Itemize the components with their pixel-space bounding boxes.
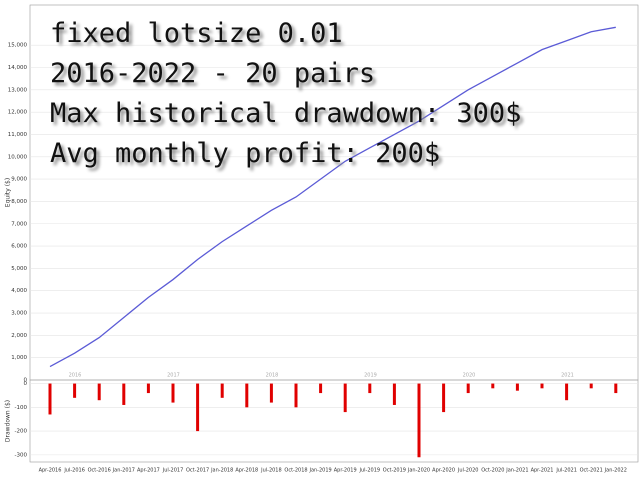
annotation: Avg monthly profit: 200$ bbox=[50, 138, 441, 169]
x-tick-label: Jul-2018 bbox=[260, 468, 282, 474]
drawdown-bar bbox=[466, 383, 470, 394]
annotation: 2016-2022 - 20 pairs bbox=[50, 58, 376, 89]
plot-area bbox=[29, 379, 639, 463]
x-tick-label: Apr-2018 bbox=[235, 468, 258, 474]
x-tick-label: Oct-2018 bbox=[284, 468, 307, 474]
x-tick-label: Oct-2017 bbox=[186, 468, 209, 474]
equity-line bbox=[49, 26, 616, 368]
drawdown-bar bbox=[196, 383, 200, 432]
x-tick-label: Apr-2017 bbox=[137, 468, 160, 474]
x-tick-label: Jan-2020 bbox=[407, 468, 430, 474]
drawdown-bar bbox=[343, 383, 347, 413]
x-tick-label: Jul-2021 bbox=[555, 468, 577, 474]
drawdown-bar bbox=[146, 383, 150, 394]
y-tick-label: 0 bbox=[24, 381, 28, 387]
x-tick-label: Jan-2019 bbox=[308, 468, 331, 474]
y-tick-label: 12,000 bbox=[8, 110, 28, 116]
y-tick-label: 7,000 bbox=[11, 221, 27, 227]
y-axis-label: Equity ($) bbox=[5, 178, 12, 207]
x-tick-label: Apr-2020 bbox=[432, 468, 455, 474]
y-tick-label: 10,000 bbox=[8, 154, 28, 160]
drawdown-bar bbox=[565, 383, 569, 401]
drawdown-bar bbox=[442, 383, 446, 413]
y-tick-label: 6,000 bbox=[11, 244, 27, 250]
y-tick-label: -100 bbox=[15, 405, 28, 411]
annotation: fixed lotsize 0.01 bbox=[50, 18, 343, 49]
drawdown-bar bbox=[245, 383, 249, 408]
drawdown-bar bbox=[220, 383, 224, 398]
y-tick-label: 8,000 bbox=[11, 199, 27, 205]
drawdown-bar bbox=[589, 383, 593, 389]
drawdown-bar bbox=[515, 383, 519, 391]
drawdown-bar bbox=[491, 383, 495, 389]
y-tick-label: 5,000 bbox=[11, 266, 27, 272]
drawdown-bar bbox=[269, 383, 273, 403]
x-tick-label: Jul-2016 bbox=[63, 468, 85, 474]
x-tick-label: Jul-2017 bbox=[162, 468, 184, 474]
y-tick-label: 3,000 bbox=[11, 311, 27, 317]
drawdown-bar bbox=[97, 383, 101, 401]
x-tick-label: Apr-2021 bbox=[531, 468, 554, 474]
drawdown-bar bbox=[614, 383, 618, 394]
y-tick-label: 14,000 bbox=[8, 65, 28, 71]
x-tick-label: Oct-2020 bbox=[481, 468, 504, 474]
x-tick-label: Jan-2018 bbox=[210, 468, 233, 474]
y-tick-label: 11,000 bbox=[8, 132, 28, 138]
x-tick-label: Oct-2021 bbox=[580, 468, 603, 474]
year-label: 2019 bbox=[364, 373, 377, 379]
y-tick-label: -200 bbox=[15, 429, 28, 435]
x-tick-label: Apr-2016 bbox=[39, 468, 62, 474]
drawdown-bar bbox=[368, 383, 372, 394]
x-tick-label: Jan-2022 bbox=[604, 468, 627, 474]
y-tick-label: 9,000 bbox=[11, 177, 27, 183]
annotation: Max historical drawdown: 300$ bbox=[50, 98, 522, 129]
y-tick-label: 1,000 bbox=[11, 355, 27, 361]
drawdown-bar bbox=[417, 383, 421, 458]
drawdown-bar bbox=[122, 383, 126, 405]
drawdown-bar bbox=[319, 383, 323, 394]
drawdown-bar bbox=[171, 383, 175, 403]
y-tick-label: 15,000 bbox=[8, 43, 28, 49]
year-label: 2016 bbox=[69, 373, 82, 379]
drawdown-bar bbox=[48, 383, 52, 415]
y-axis-label: Drawdown ($) bbox=[5, 400, 12, 442]
drawdown-bar bbox=[392, 383, 396, 405]
drawdown-bar bbox=[294, 383, 298, 408]
x-tick-label: Jul-2020 bbox=[457, 468, 479, 474]
y-tick-label: -300 bbox=[15, 452, 28, 458]
x-tick-label: Jan-2021 bbox=[505, 468, 528, 474]
drawdown-bar bbox=[73, 383, 77, 398]
year-label: 2017 bbox=[167, 373, 180, 379]
y-tick-label: 4,000 bbox=[11, 288, 27, 294]
year-label: 2021 bbox=[561, 373, 574, 379]
y-tick-label: 2,000 bbox=[11, 333, 27, 339]
year-label: 2018 bbox=[266, 373, 279, 379]
drawdown-bar bbox=[540, 383, 544, 389]
x-tick-label: Apr-2019 bbox=[334, 468, 357, 474]
year-label: 2020 bbox=[463, 373, 476, 379]
x-tick-label: Oct-2019 bbox=[383, 468, 406, 474]
x-tick-label: Jan-2017 bbox=[112, 468, 135, 474]
y-tick-label: 0 bbox=[24, 378, 28, 384]
x-tick-label: Jul-2019 bbox=[359, 468, 381, 474]
y-tick-label: 13,000 bbox=[8, 87, 28, 93]
x-tick-label: Oct-2016 bbox=[88, 468, 111, 474]
